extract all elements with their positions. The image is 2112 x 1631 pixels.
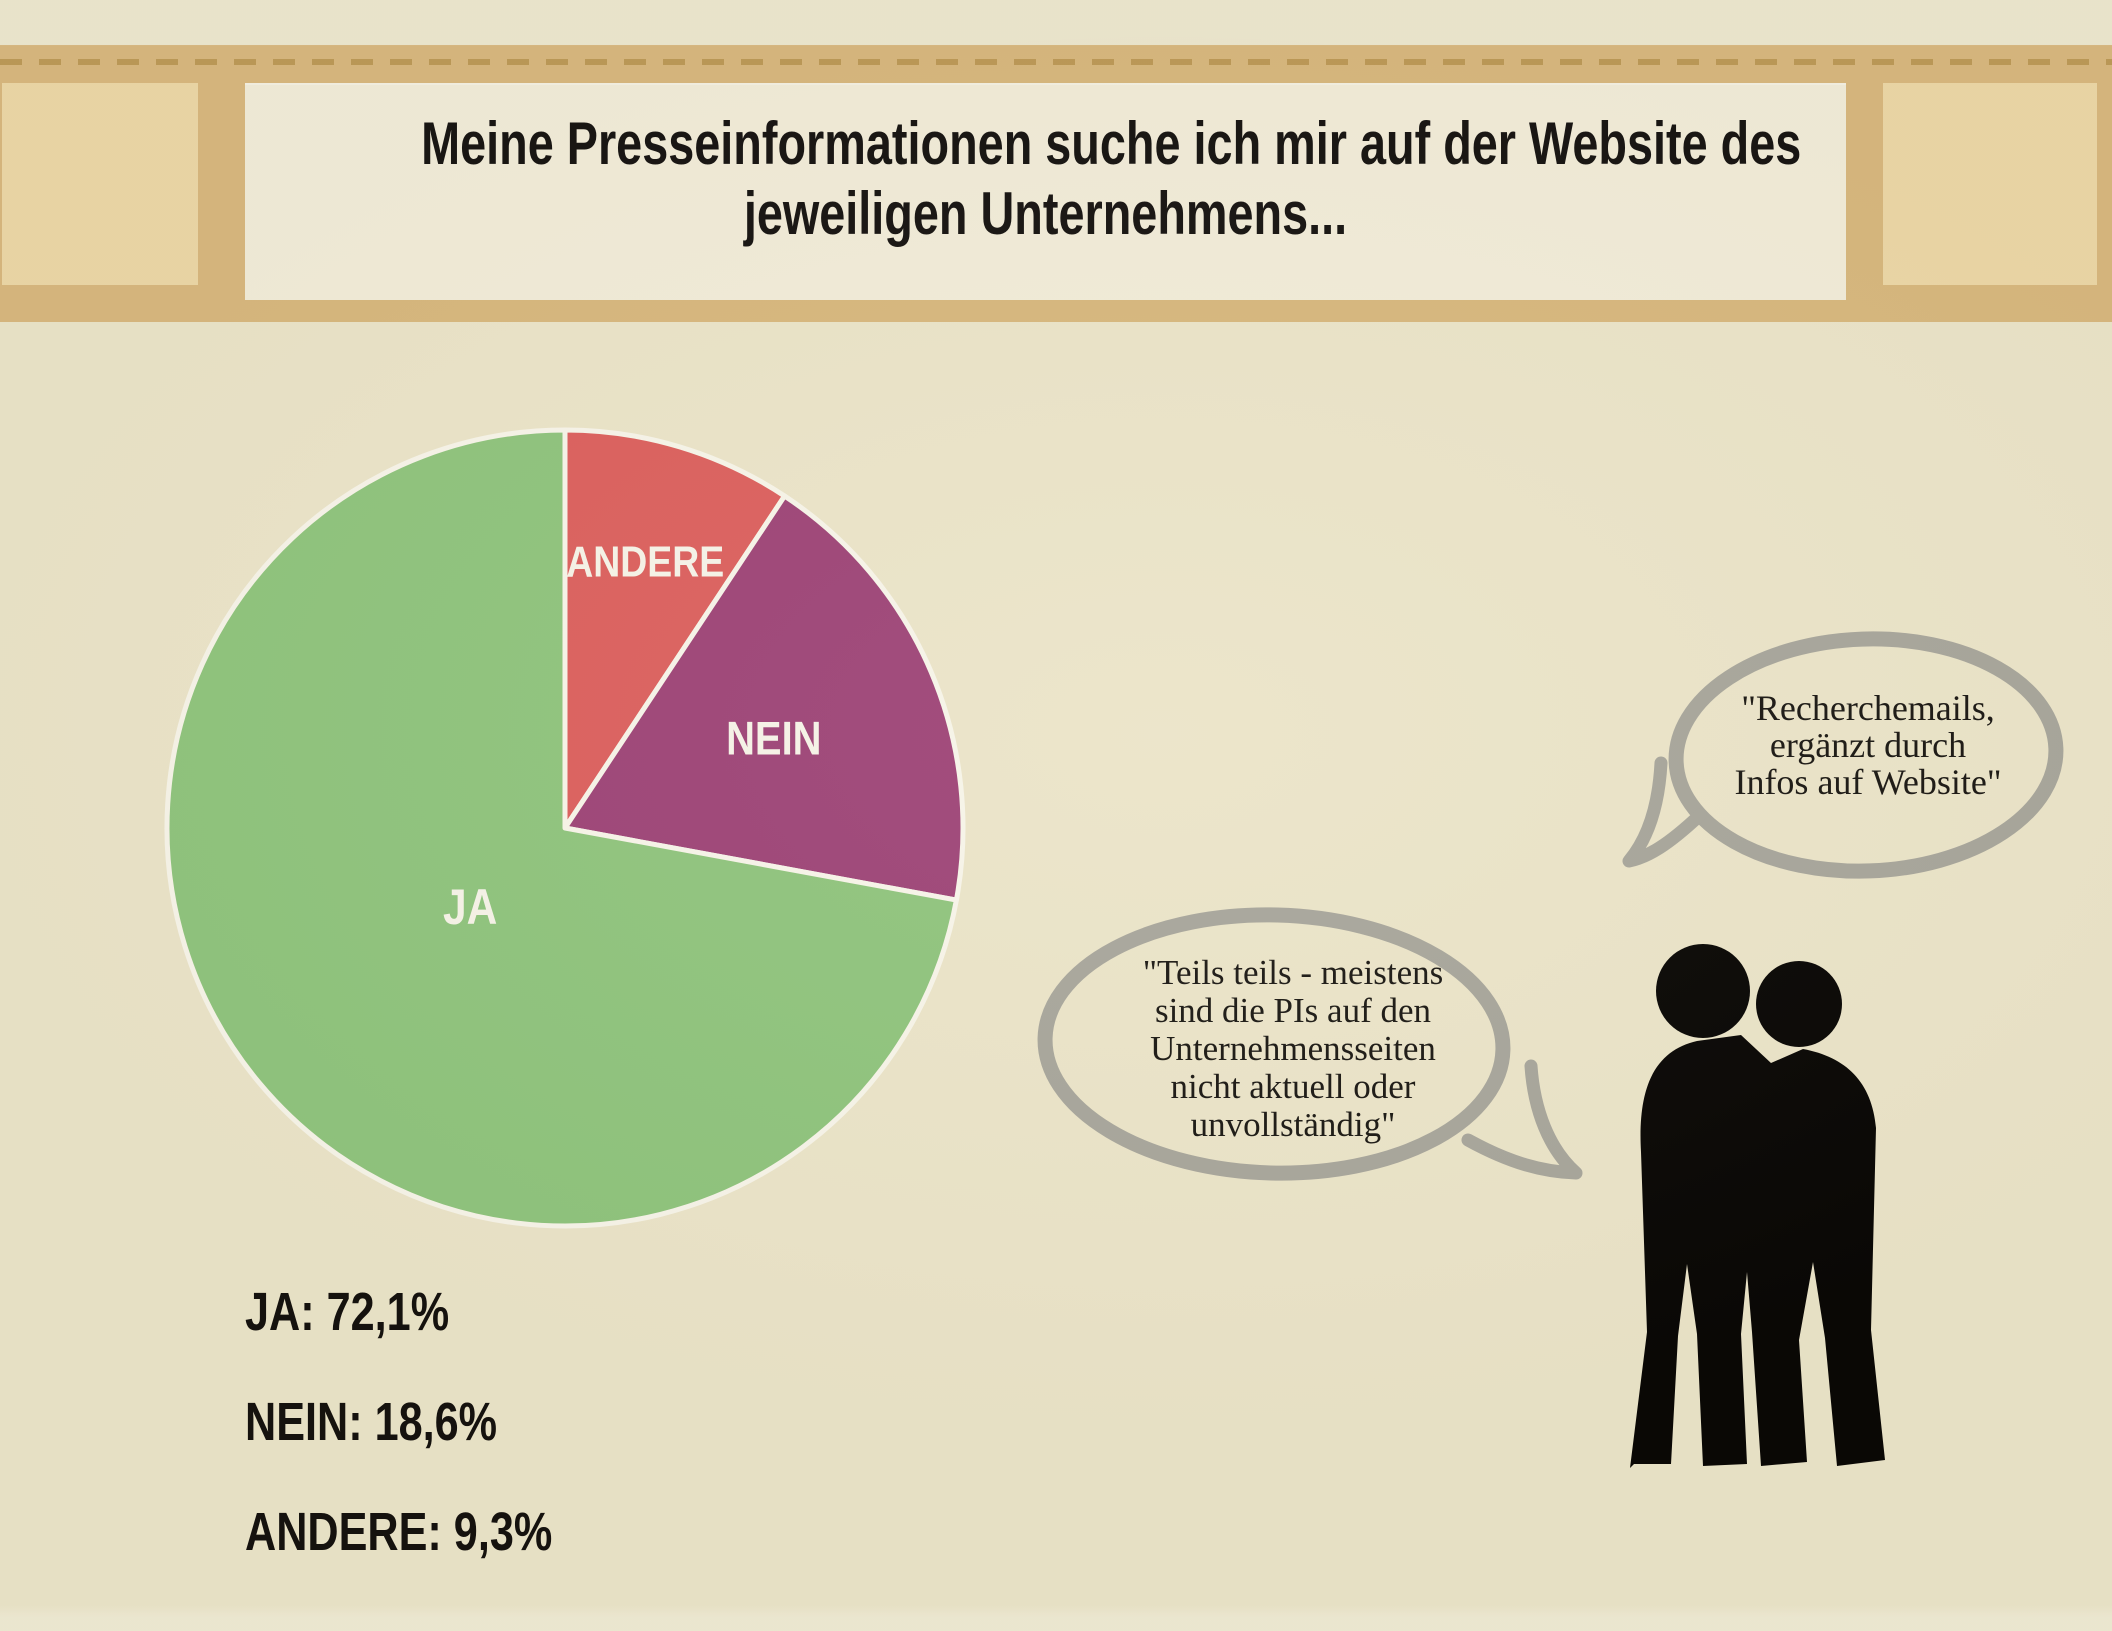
pie-slice-nein xyxy=(562,493,966,903)
quote-right-line2: ergänzt durch xyxy=(1769,725,1967,765)
silhouette-head-left xyxy=(1656,944,1750,1038)
quote-right-line3: Infos auf Website" xyxy=(1734,762,2002,802)
silhouette-head-right xyxy=(1756,961,1842,1047)
quote-left-line4: nicht aktuell oder xyxy=(1170,1067,1416,1106)
legend-item-andere: ANDERE: 9,3% xyxy=(245,1502,553,1562)
band-left-panel xyxy=(2,83,198,285)
quote-left-line5: unvollständig" xyxy=(1190,1105,1396,1144)
pie-chart: ANDERE NEIN JA xyxy=(164,427,966,1229)
legend-item-nein: NEIN: 18,6% xyxy=(245,1392,498,1452)
quote-left-line3: Unternehmensseiten xyxy=(1150,1029,1436,1068)
title-panel: Meine Presseinformationen suche ich mir … xyxy=(245,83,1846,300)
pie-slice-ja xyxy=(164,427,959,1229)
pie-slice-andere xyxy=(562,427,788,831)
pie-slice-label-ja: JA xyxy=(443,879,497,935)
quote-right: "Recherchemails, ergänzt durch Infos auf… xyxy=(1683,690,2053,801)
silhouette-bodies xyxy=(1630,1035,1885,1468)
band-right-panel xyxy=(1883,83,2097,285)
page-title-line1: Meine Presseinformationen suche ich mir … xyxy=(421,110,1802,177)
legend-item-ja: JA: 72,1% xyxy=(245,1282,450,1342)
quote-left-line2: sind die PIs auf den xyxy=(1154,991,1432,1030)
quote-left-line1: "Teils teils - meistens xyxy=(1142,953,1444,992)
two-people-silhouette-illustration xyxy=(1630,944,1885,1468)
quote-right-line1: "Recherchemails, xyxy=(1741,688,1995,728)
pie-slice-label-nein: NEIN xyxy=(726,713,821,765)
pie-legend: JA: 72,1% NEIN: 18,6% ANDERE: 9,3% xyxy=(245,1285,629,1615)
header-band: Meine Presseinformationen suche ich mir … xyxy=(0,45,2112,322)
band-dashed-line xyxy=(0,59,2112,65)
quote-left: "Teils teils - meistens sind die PIs auf… xyxy=(1063,954,1523,1144)
page-title-line2: jeweiligen Unternehmens... xyxy=(743,180,1348,247)
pie-slice-label-andere: ANDERE xyxy=(566,536,724,586)
page-title: Meine Presseinformationen suche ich mir … xyxy=(421,83,1802,249)
